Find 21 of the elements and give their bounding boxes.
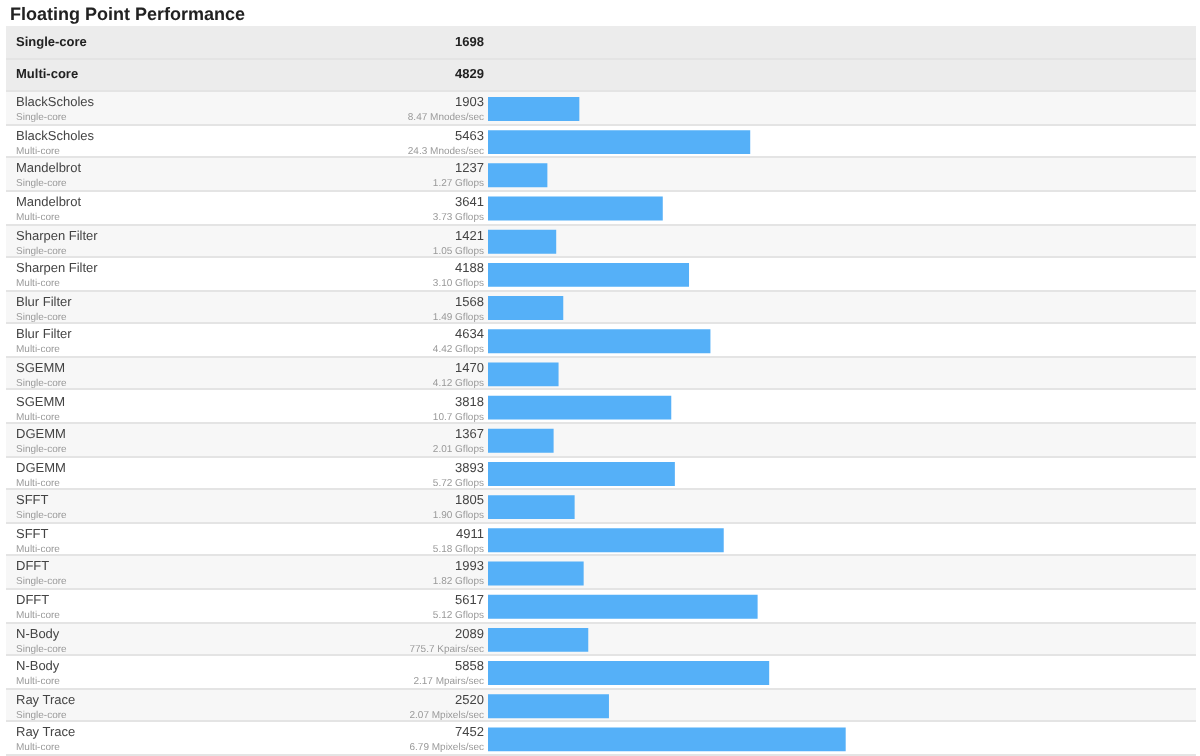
bar bbox=[488, 661, 770, 685]
bar bbox=[488, 97, 580, 121]
bar bbox=[488, 262, 690, 287]
bar bbox=[488, 296, 564, 320]
bar bbox=[488, 362, 559, 387]
bar bbox=[488, 627, 589, 652]
bar bbox=[488, 561, 584, 586]
bar bbox=[488, 130, 751, 155]
bar bbox=[488, 196, 663, 221]
bar bbox=[488, 329, 711, 354]
bar bbox=[488, 428, 554, 453]
bar bbox=[488, 462, 675, 486]
bar bbox=[488, 163, 548, 188]
bar bbox=[488, 727, 846, 752]
bar bbox=[488, 229, 557, 254]
bar bbox=[488, 594, 758, 619]
bar bbox=[488, 528, 724, 553]
bar bbox=[488, 495, 575, 520]
text: Floating Point Performance bbox=[10, 4, 246, 24]
bar bbox=[488, 395, 672, 420]
bar bbox=[488, 694, 609, 719]
